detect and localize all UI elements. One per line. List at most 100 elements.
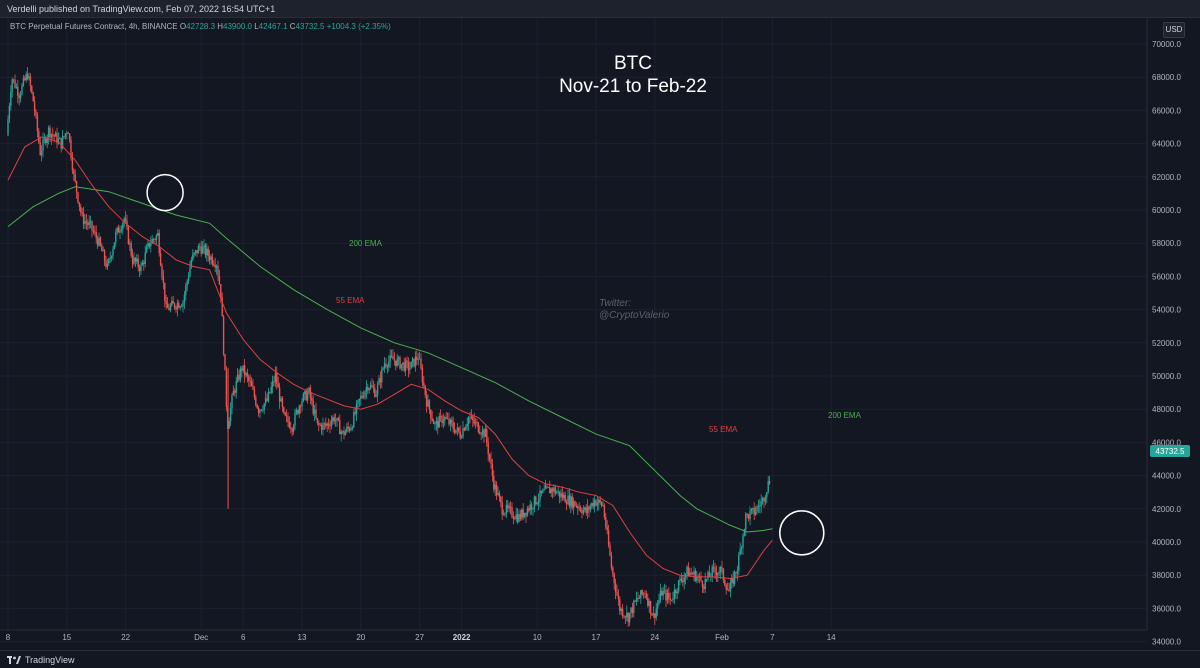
candle	[507, 499, 509, 513]
y-tick-label: 62000.0	[1152, 173, 1181, 182]
candle	[430, 409, 432, 425]
candle	[166, 297, 169, 309]
candle	[550, 487, 552, 497]
tradingview-brand[interactable]: TradingView	[7, 654, 75, 666]
candle	[438, 412, 440, 428]
candle	[568, 488, 571, 509]
candle	[399, 355, 401, 370]
candle	[539, 485, 541, 508]
candle	[8, 102, 11, 124]
candle	[750, 508, 753, 515]
candle	[732, 571, 734, 588]
candle	[77, 191, 79, 204]
candle	[647, 593, 649, 608]
candle	[162, 269, 165, 290]
candle	[467, 415, 470, 431]
candle	[278, 382, 281, 409]
candle	[179, 305, 181, 311]
y-tick-label: 70000.0	[1152, 40, 1181, 49]
candle	[99, 236, 102, 247]
candle	[14, 74, 16, 89]
candle	[242, 365, 244, 373]
candle	[392, 349, 394, 360]
candle	[298, 404, 300, 418]
candle	[742, 533, 744, 555]
candle	[98, 232, 100, 247]
candle	[533, 495, 536, 513]
candle	[94, 225, 96, 236]
candle	[633, 599, 635, 618]
candle	[628, 612, 631, 627]
candle	[95, 225, 97, 244]
candle	[304, 390, 306, 400]
candle	[407, 357, 410, 378]
candle	[442, 413, 445, 429]
candle	[724, 576, 726, 587]
candle	[551, 487, 554, 499]
candle	[581, 507, 583, 519]
candle	[119, 225, 121, 239]
candle	[494, 480, 496, 497]
candle	[441, 414, 443, 427]
ema55-label: 55 EMA	[336, 296, 365, 305]
candle	[676, 588, 678, 600]
candle	[698, 572, 701, 584]
candle	[229, 402, 232, 427]
candle	[122, 221, 124, 235]
currency-badge[interactable]: USD	[1163, 22, 1185, 38]
candle	[110, 255, 113, 262]
candle	[543, 484, 545, 491]
candle	[252, 378, 254, 391]
candle	[355, 399, 358, 421]
candle	[558, 491, 561, 504]
candle	[40, 145, 43, 162]
candle	[409, 361, 411, 375]
candle	[731, 574, 733, 589]
candle	[715, 565, 718, 582]
candle	[138, 264, 141, 278]
candle	[154, 237, 156, 244]
candle	[446, 412, 449, 420]
candle	[218, 269, 221, 285]
time-axis[interactable]: 8 15 22 Dec 6 13 20 27 2022 10 17 24 Feb 7 14	[6, 633, 836, 642]
candle	[207, 245, 209, 262]
candle	[684, 573, 687, 585]
candle	[115, 228, 117, 247]
candle	[124, 211, 127, 224]
candle	[483, 428, 485, 443]
candle	[686, 564, 688, 580]
candle	[193, 251, 195, 258]
last-price-value: 43732.5	[1156, 447, 1185, 456]
candle	[235, 376, 237, 399]
candle	[591, 502, 593, 510]
watermark-line-2: @CryptoValerio	[599, 310, 670, 321]
candle	[665, 584, 667, 608]
candle	[186, 279, 188, 292]
candle	[605, 512, 607, 530]
candle	[232, 385, 235, 396]
candle	[602, 500, 604, 507]
grid-lines	[0, 18, 1147, 643]
candle	[311, 392, 313, 406]
candle	[141, 259, 144, 266]
candle	[250, 376, 253, 387]
candle	[211, 253, 214, 267]
high-value: 43900.0	[223, 22, 252, 31]
candle	[385, 357, 387, 369]
candle	[70, 136, 72, 161]
candle	[764, 494, 767, 506]
candle	[455, 430, 457, 435]
candle	[148, 242, 151, 249]
candle	[259, 408, 261, 419]
candle	[614, 578, 617, 600]
candle	[334, 413, 337, 427]
candle	[624, 615, 627, 624]
candle	[630, 607, 632, 619]
high-key: H	[217, 22, 224, 31]
candle	[488, 453, 491, 463]
candle	[82, 206, 85, 230]
candle	[152, 237, 155, 244]
price-axis[interactable]: 34000.0 36000.0 38000.0 40000.0 42000.0 44000…	[1152, 40, 1181, 647]
candle	[105, 255, 107, 270]
